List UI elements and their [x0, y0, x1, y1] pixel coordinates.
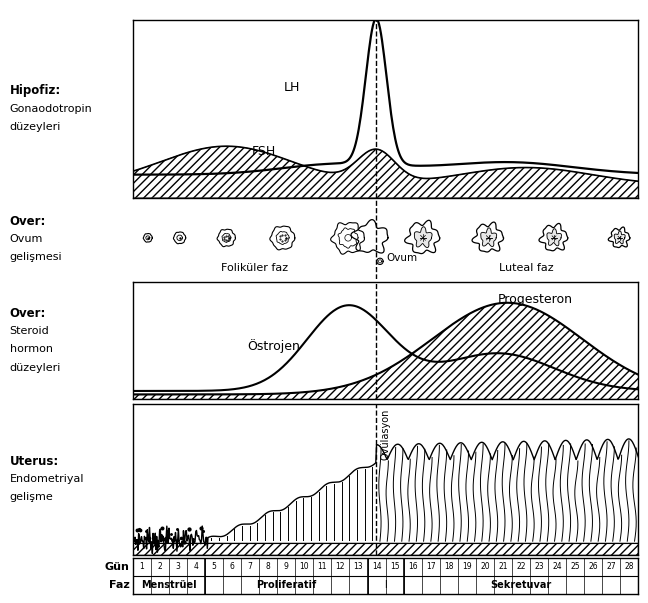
Text: düzeyleri: düzeyleri: [10, 122, 61, 132]
Text: 16: 16: [408, 563, 417, 571]
Text: 4: 4: [194, 563, 198, 571]
Text: 3: 3: [176, 563, 180, 571]
Text: 13: 13: [354, 563, 364, 571]
Polygon shape: [547, 229, 561, 246]
Text: 9: 9: [284, 563, 289, 571]
Text: Sekretuvar: Sekretuvar: [491, 580, 551, 590]
Polygon shape: [481, 228, 496, 247]
Text: Ovülasyon: Ovülasyon: [381, 409, 391, 460]
Text: 12: 12: [336, 563, 345, 571]
Text: Faz: Faz: [109, 580, 130, 590]
Text: LH: LH: [284, 81, 300, 94]
Text: 22: 22: [516, 563, 526, 571]
Text: Proliferatif: Proliferatif: [256, 580, 316, 590]
Text: 7: 7: [248, 563, 253, 571]
Text: Hipofiz:: Hipofiz:: [10, 84, 61, 97]
Text: 19: 19: [462, 563, 472, 571]
Text: 15: 15: [390, 563, 399, 571]
Text: 25: 25: [570, 563, 580, 571]
Text: Östrojen: Östrojen: [247, 339, 299, 353]
Text: Foliküler faz: Foliküler faz: [221, 263, 288, 273]
Text: Endometriyal: Endometriyal: [10, 475, 84, 484]
Text: 24: 24: [552, 563, 562, 571]
Text: 1: 1: [139, 563, 145, 571]
Text: 11: 11: [318, 563, 327, 571]
Text: 6: 6: [229, 563, 235, 571]
Text: 28: 28: [625, 563, 634, 571]
Text: Ovum: Ovum: [386, 253, 417, 263]
Text: 10: 10: [299, 563, 309, 571]
Text: Over:: Over:: [10, 307, 46, 320]
Text: 23: 23: [534, 563, 544, 571]
Text: 27: 27: [607, 563, 616, 571]
Text: 5: 5: [212, 563, 216, 571]
Polygon shape: [614, 231, 625, 244]
Text: Steroid: Steroid: [10, 326, 49, 336]
Text: Ovum: Ovum: [10, 235, 43, 244]
Text: 8: 8: [266, 563, 271, 571]
Text: 14: 14: [372, 563, 381, 571]
Text: 20: 20: [480, 563, 490, 571]
Text: gelişme: gelişme: [10, 493, 54, 502]
Text: Over:: Over:: [10, 215, 46, 228]
Text: Luteal faz: Luteal faz: [499, 263, 553, 273]
Text: FSH: FSH: [252, 145, 276, 158]
Polygon shape: [414, 227, 432, 247]
Text: düzeyleri: düzeyleri: [10, 362, 61, 373]
Text: 2: 2: [157, 563, 162, 571]
Text: Uterus:: Uterus:: [10, 455, 59, 468]
Text: gelişmesi: gelişmesi: [10, 253, 62, 262]
Text: hormon: hormon: [10, 344, 52, 355]
Text: 21: 21: [498, 563, 507, 571]
Text: 18: 18: [444, 563, 454, 571]
Text: Progesteron: Progesteron: [498, 293, 573, 306]
Text: 26: 26: [588, 563, 598, 571]
Text: Menstrüel: Menstrüel: [141, 580, 197, 590]
Text: l: l: [384, 580, 387, 590]
Text: 17: 17: [426, 563, 435, 571]
Text: Gonaodotropin: Gonaodotropin: [10, 104, 93, 114]
Text: Gün: Gün: [105, 562, 130, 572]
